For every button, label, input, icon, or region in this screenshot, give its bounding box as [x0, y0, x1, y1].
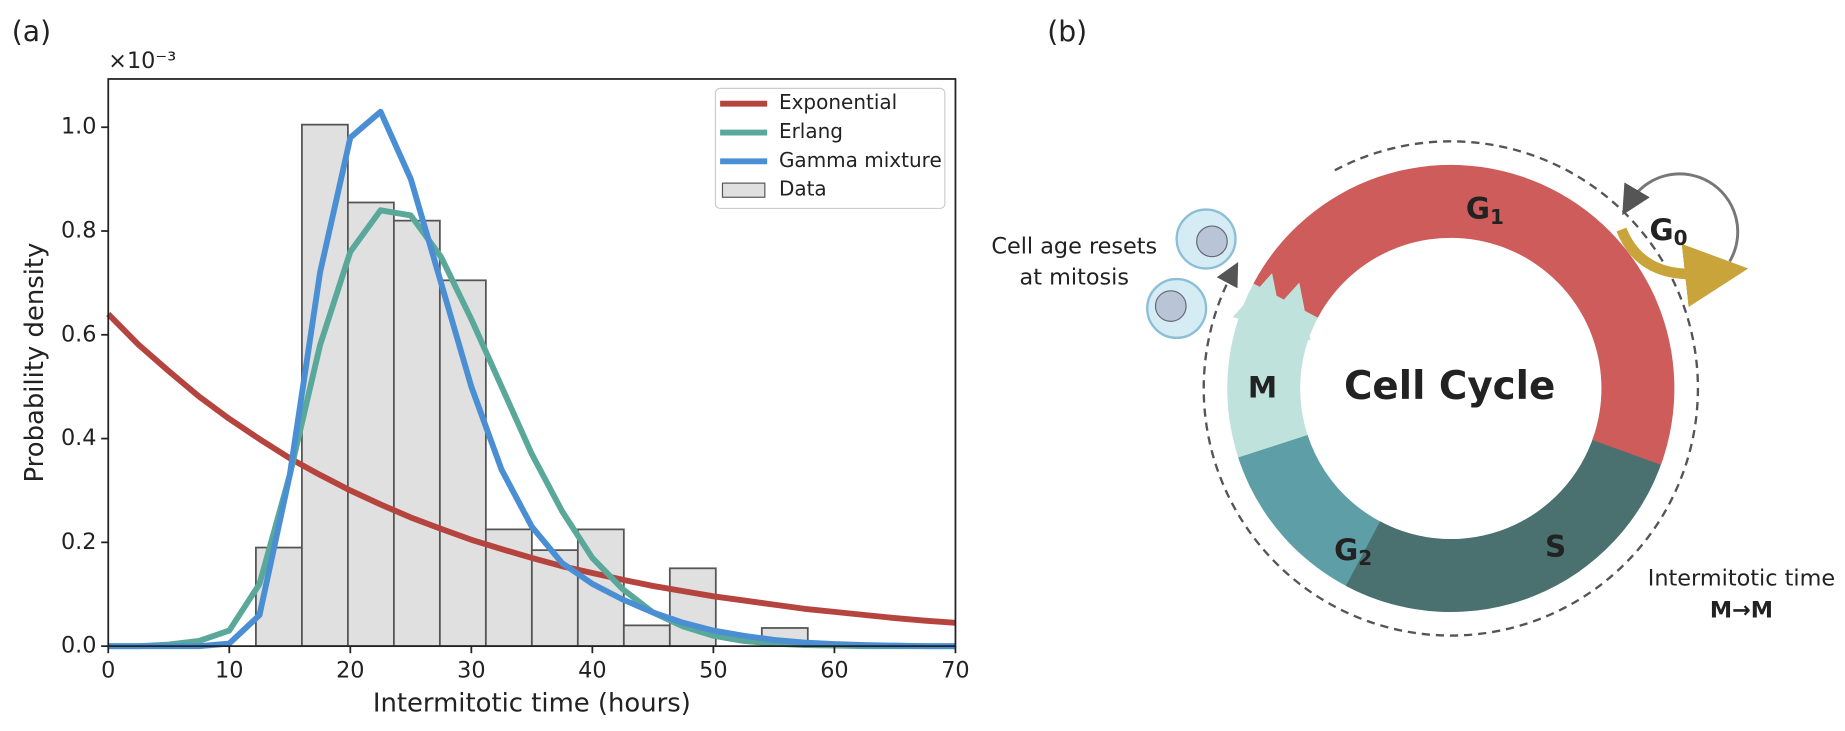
- bar: [622, 624, 671, 648]
- interval-label: M→M: [1710, 597, 1773, 623]
- phase-subscript: 2: [1358, 546, 1372, 570]
- g0-arrow: [1616, 227, 1749, 308]
- y-tick-label: 0.0: [61, 633, 97, 659]
- diagram-b: (b) Cell age resets at mitosis Cell Cycl…: [991, 15, 1835, 637]
- phase-label: G1: [1466, 191, 1504, 228]
- bar: [347, 201, 395, 648]
- y-axis-label: Probability density: [20, 243, 50, 483]
- nucleus: [1154, 290, 1187, 322]
- interval-label: Intermitotic time: [1648, 566, 1835, 592]
- x-tick-label: 30: [457, 657, 485, 683]
- phase-g1: [1253, 164, 1675, 465]
- axis-multiplier: ×10⁻³: [108, 48, 176, 74]
- legend-label: Exponential: [779, 90, 897, 114]
- phase-label: G0: [1649, 212, 1687, 249]
- legend-label: Erlang: [779, 119, 843, 143]
- panel-label: (a): [12, 15, 51, 48]
- y-tick-label: 0.4: [61, 425, 97, 451]
- phase-name: G: [1466, 191, 1490, 225]
- y-tick-label: 0.8: [61, 218, 97, 244]
- x-tick-label: 0: [101, 657, 115, 683]
- diagram-title: Cell Cycle: [1344, 364, 1555, 409]
- phase-label: M: [1248, 370, 1277, 404]
- phase-name: S: [1545, 529, 1566, 563]
- phase-name: G: [1649, 212, 1673, 246]
- y-tick-label: 0.6: [61, 321, 97, 347]
- phase-subscript: 1: [1490, 204, 1504, 228]
- legend-label: Data: [779, 177, 827, 201]
- note: Cell age resets: [991, 234, 1157, 260]
- line: [108, 108, 956, 650]
- line: [106, 311, 956, 626]
- legend-box: [714, 87, 946, 210]
- g0-loop: [1622, 172, 1740, 263]
- x-tick-label: 60: [820, 657, 848, 683]
- m-arrow: [1259, 282, 1311, 357]
- panel-label: (b): [1047, 15, 1087, 48]
- x-tick-label: 70: [941, 657, 969, 683]
- plot-frame: [107, 78, 957, 648]
- legend-label: Gamma mixture: [779, 148, 942, 172]
- x-tick-label: 40: [578, 657, 606, 683]
- x-tick-label: 50: [699, 657, 727, 683]
- y-tick-label: 0.2: [61, 529, 97, 555]
- phase-label: S: [1545, 529, 1566, 563]
- x-axis-label: Intermitotic time (hours): [373, 688, 691, 718]
- dashed-cycle: [1202, 140, 1700, 637]
- phase-subscript: 0: [1674, 226, 1688, 250]
- x-tick-label: 10: [215, 657, 243, 683]
- bar: [392, 219, 441, 648]
- phase-label: G2: [1334, 532, 1372, 569]
- phase-name: G: [1334, 532, 1358, 566]
- legend-swatch: [721, 182, 766, 198]
- note: at mitosis: [1020, 264, 1129, 290]
- y-tick-label: 1.0: [61, 114, 97, 140]
- phase-s: [1345, 434, 1664, 613]
- x-tick-label: 20: [336, 657, 364, 683]
- nucleus: [1196, 225, 1228, 258]
- phase-name: M: [1248, 370, 1277, 404]
- chart-a: (a) ×10⁻³ Intermitotic time (hours) Prob…: [12, 15, 970, 718]
